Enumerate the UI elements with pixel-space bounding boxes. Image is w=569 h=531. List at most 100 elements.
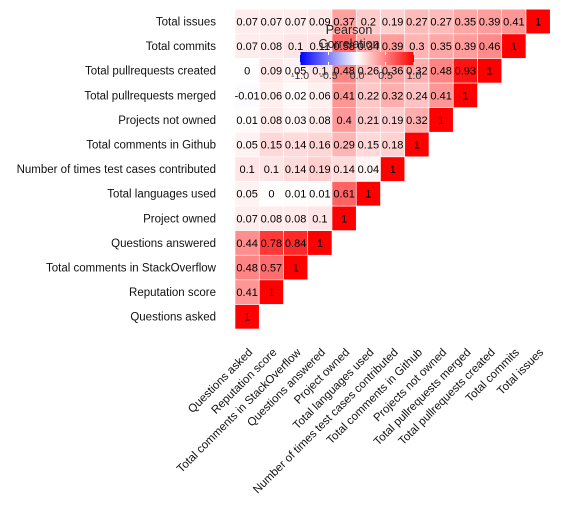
y-tick-label: Projects not owned [118, 115, 216, 127]
cell-value-label: 0.39 [382, 41, 403, 53]
cell-value-label: 0.1 [312, 66, 327, 78]
cell-value-label: 0.05 [236, 189, 257, 201]
cell-value-label: 0.41 [430, 90, 451, 102]
heatmap-cell [404, 131, 430, 158]
cell-value-label: 0.32 [406, 115, 427, 127]
y-tick-label: Total pullrequests created [85, 66, 216, 78]
cell-value-label: 0.15 [261, 140, 282, 152]
cell-value-label: 0.27 [406, 17, 427, 29]
cell-value-label: 0.19 [309, 164, 330, 176]
cell-value-label: 0.58 [333, 41, 354, 53]
cell-value-label: 0.18 [382, 140, 403, 152]
cell-value-label: 0 [244, 66, 250, 78]
cell-value-label: 0.41 [503, 17, 524, 29]
y-axis-labels: Questions asked Reputation score Total com… [17, 17, 217, 324]
heatmap-cell [283, 82, 309, 108]
y-tick-label: Project owned [143, 213, 216, 225]
heatmap-cell [477, 58, 503, 84]
cell-value-label: 1 [438, 115, 444, 127]
cell-value-label: 0.06 [309, 90, 330, 102]
cell-value-label: 0.35 [455, 17, 476, 29]
heatmap-cell [234, 8, 260, 35]
heatmap-cell [331, 205, 357, 231]
y-tick-label: Total issues [156, 17, 216, 29]
heatmap-cell [283, 254, 309, 281]
heatmap-cell [307, 181, 333, 207]
heatmap-cell [428, 8, 454, 35]
heatmap-cell [428, 107, 454, 133]
heatmap-cell [258, 254, 284, 281]
cell-value-label: 0.37 [333, 17, 354, 29]
y-tick-label: Total commits [146, 41, 217, 53]
legend-color-bar [300, 52, 414, 65]
heatmap-cell [258, 181, 284, 207]
cell-value-label: 0.07 [236, 213, 257, 225]
heatmap-cell [477, 8, 503, 35]
heatmap-cell [258, 107, 284, 133]
cell-value-label: 0.48 [333, 66, 354, 78]
cell-value-label: 0 [268, 189, 274, 201]
legend-tick-label: 1.0 [407, 70, 422, 82]
y-tick-label: Total languages used [107, 189, 216, 201]
cell-value-label: 0.14 [333, 164, 354, 176]
heatmap-cell [258, 82, 284, 108]
cell-value-label: 1 [244, 312, 250, 324]
cell-value-label: 0.05 [236, 140, 257, 152]
cell-value-label: 0.08 [261, 213, 282, 225]
cell-value-label: 0.08 [261, 115, 282, 127]
cell-value-label: 0.57 [261, 263, 282, 275]
y-tick-label: Questions asked [130, 312, 216, 324]
cell-value-label: 1 [268, 287, 274, 299]
cell-value-label: 0.29 [333, 140, 354, 152]
heatmap-cell [525, 8, 551, 35]
heatmap-cell [307, 230, 333, 256]
heatmap-cell [452, 8, 478, 35]
y-tick-label: Total comments in StackOverflow [46, 263, 217, 275]
cell-value-label: 0.46 [479, 41, 500, 53]
cell-value-label: 1 [390, 164, 396, 176]
cell-value-label: 0.01 [309, 189, 330, 201]
cell-value-label: 0.39 [455, 41, 476, 53]
cell-value-label: 0.41 [236, 287, 257, 299]
heatmap-cell [331, 82, 357, 108]
y-tick-label: Total pullrequests merged [84, 90, 216, 102]
cell-value-label: 0.36 [382, 66, 403, 78]
heatmap-cell [355, 156, 381, 182]
y-tick-label: Reputation score [129, 287, 216, 299]
heatmap-cell [307, 156, 333, 182]
heatmap-cell [355, 107, 381, 133]
y-tick-label: Number of times test cases contributed [17, 164, 216, 176]
cell-value-label: 0.06 [261, 90, 282, 102]
cell-value-label: 0.39 [479, 17, 500, 29]
heatmap-cell [283, 230, 309, 256]
cell-value-label: 0.02 [285, 90, 306, 102]
cell-value-label: 0.07 [236, 17, 257, 29]
cell-value-label: 1 [365, 189, 371, 201]
heatmap-cell [404, 82, 430, 108]
heatmap-cell [283, 8, 309, 35]
cell-value-label: 0.08 [285, 213, 306, 225]
color-legend: Pearson Correlation -1.0 -0.5 0.0 0.5 1.0 [291, 23, 421, 82]
heatmap-cell [452, 82, 478, 108]
cell-value-label: 0.34 [358, 41, 379, 53]
cell-value-label: 0.09 [309, 17, 330, 29]
cell-value-label: 0.3 [409, 41, 424, 53]
heatmap-cell [428, 82, 454, 108]
cell-value-label: -0.01 [235, 90, 260, 102]
cell-value-label: 0.26 [358, 66, 379, 78]
legend-tick-label: -0.5 [319, 70, 337, 82]
cell-value-label: 0.24 [406, 90, 427, 102]
cell-value-label: 0.84 [285, 238, 306, 250]
cell-value-label: 0.1 [264, 164, 279, 176]
heatmap-cell [404, 8, 430, 35]
cell-value-label: 0.07 [261, 17, 282, 29]
heatmap-cell [380, 8, 406, 35]
cell-value-label: 1 [293, 263, 299, 275]
cell-value-label: 0.32 [382, 90, 403, 102]
heatmap-cell [283, 205, 309, 231]
heatmap-cell [428, 33, 454, 59]
cell-value-label: 0.41 [333, 90, 354, 102]
cell-value-label: 0.11 [310, 41, 331, 53]
